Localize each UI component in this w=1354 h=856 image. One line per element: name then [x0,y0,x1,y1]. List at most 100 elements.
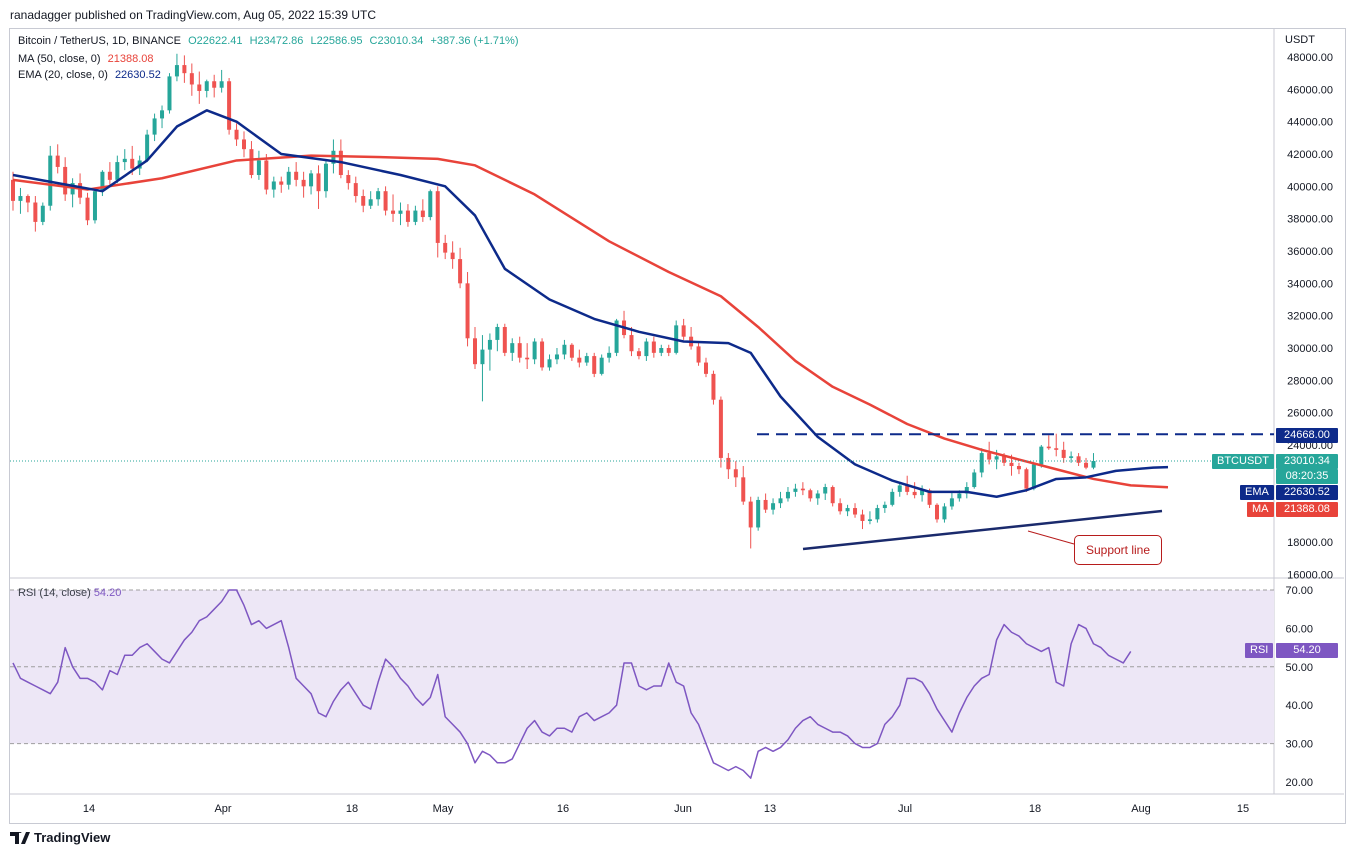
axis-labels: 48000.00 46000.00 44000.00 42000.00 40000.00… [83,52,1333,815]
candle-body [860,514,865,521]
ema-price-tag: 22630.52 [1276,485,1338,500]
price-tick-label: 36000.00 [1287,246,1333,258]
candle-body [167,76,172,111]
candle-body [242,139,246,150]
candle-body [823,487,828,494]
candle-body [25,196,30,203]
candle-body [1016,466,1021,470]
published-caption: ranadagger published on TradingView.com,… [10,8,377,22]
candle-body [882,504,887,509]
candle-body [920,490,925,496]
candle-body [361,196,366,206]
candle-body [942,506,947,520]
rsi-tick-label: 50.00 [1285,662,1313,674]
candle-body [838,503,843,512]
time-tick-label: 15 [1237,803,1249,815]
ohlc-close: C23010.34 [369,35,424,47]
time-tick-label: Jun [674,803,692,815]
candle-body [130,158,135,169]
ema-name-tag: EMA [1240,485,1274,500]
symbol-name: Bitcoin / TetherUS, 1D, BINANCE [18,35,182,47]
candle-body [510,343,515,353]
candle-body [592,356,597,374]
candle-body [294,171,299,180]
candle-body [584,356,589,363]
candle-body [212,81,217,88]
candle-body [152,118,157,135]
candle-body [480,349,485,365]
candle-body [145,134,150,161]
ohlc-low: L22586.95 [310,35,363,47]
rsi-tick-label: 30.00 [1285,739,1313,751]
candle-body [1039,446,1044,465]
candle-body [718,399,723,458]
candle-body [830,487,835,504]
candle-body [92,191,97,221]
candle-body [957,493,962,499]
candle-body [808,490,813,499]
price-tick-label: 48000.00 [1287,52,1333,64]
price-tick-label: 46000.00 [1287,84,1333,96]
candle-body [644,341,649,357]
candle-body [376,191,381,200]
candle-body [301,179,306,187]
candle-body [473,338,477,365]
candle-body [763,499,768,510]
candle-body [741,477,746,502]
time-tick-label: 16 [557,803,569,815]
candle-body [204,81,209,91]
candle-body [711,373,716,400]
candle-body [599,357,604,374]
rsi-tick-label: 40.00 [1285,700,1313,712]
price-tick-label: 38000.00 [1287,214,1333,226]
candle-body [815,493,820,499]
candle-body [800,488,805,491]
candle-body [435,191,440,243]
candle-body [33,202,38,222]
price-tick-label: 34000.00 [1287,278,1333,290]
candle-body [614,320,619,353]
candle-body [979,453,984,473]
candle-body [771,503,776,510]
candle-body [1054,448,1059,450]
annotations [10,433,1274,551]
candle-body [1061,449,1066,458]
price-tick-label: 16000.00 [1287,569,1333,581]
ma50-line [12,154,1169,489]
rsi-value-tag: 54.20 [1276,643,1338,658]
candle-body [785,491,790,499]
time-tick-label: Jul [898,803,912,815]
candle-body [1084,462,1089,468]
candle-body [286,171,291,185]
candle-body [405,210,410,222]
support-trendline [802,509,1163,551]
candle-body [681,325,686,337]
candles [11,53,1096,549]
time-tick-label: 14 [83,803,95,815]
tradingview-brand: TradingView [34,830,111,845]
candle-body [100,171,105,192]
candle-body [487,339,492,350]
candle-body [547,359,552,368]
candle-body [562,344,567,355]
candle-body [696,346,701,363]
ma-line [12,154,1169,489]
candle-body [577,357,582,363]
support-callout-pointer [1027,530,1075,545]
candle-body [726,457,731,470]
time-tick-label: 18 [1029,803,1041,815]
candle-body [636,351,641,357]
time-tick-label: 13 [764,803,776,815]
candle-body [346,175,351,184]
candle-body [502,326,507,353]
candle-body [867,519,872,521]
rsi-series-line [12,589,1132,779]
candle-body [1046,446,1051,449]
candle-body [987,453,992,460]
candle-body [450,252,455,260]
candle-body [40,205,45,222]
candle-body [1091,461,1096,468]
candle-body [964,487,969,494]
candle-body [733,469,738,478]
